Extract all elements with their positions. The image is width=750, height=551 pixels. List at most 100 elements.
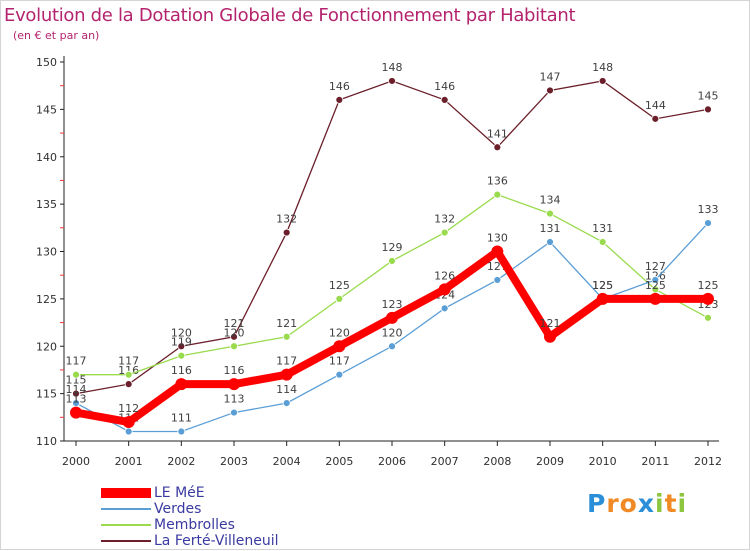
data-label: 145 [698,89,719,102]
data-point [177,427,186,436]
data-label: 119 [171,336,192,349]
y-tick-label: 115 [36,388,57,401]
data-point [177,342,186,351]
data-label: 120 [329,326,350,339]
legend-label-verdes: Verdes [154,501,202,517]
data-point [388,257,396,265]
data-label: 117 [118,355,139,368]
data-point [230,408,238,417]
data-label: 125 [645,279,666,292]
data-label: 136 [487,175,508,188]
data-point [598,77,607,85]
legend-item-membrolles: Membrolles [101,517,279,533]
data-label: 131 [592,222,613,235]
data-label: 113 [66,393,87,406]
x-tick-label: 2011 [641,455,669,468]
x-tick-label: 2010 [589,455,617,468]
data-label: 117 [276,355,297,368]
data-point [386,311,398,324]
data-point [124,380,133,389]
data-label: 112 [118,402,139,415]
logo-letter: o [619,489,638,518]
data-point [493,190,502,199]
data-label: 125 [698,279,719,292]
data-point [175,378,188,391]
data-point [493,276,502,284]
logo-letter: P [587,489,607,518]
data-label: 125 [592,279,613,292]
data-point [70,406,82,419]
data-label: 111 [171,412,192,425]
series-membrolles: 117117119120121125129132136134131126123 [66,175,719,379]
data-point [282,332,291,341]
data-point [333,340,346,353]
data-point [702,292,714,305]
data-point [704,313,712,322]
x-tick-label: 2005 [325,455,353,468]
data-point [546,238,554,246]
data-point [596,292,609,305]
data-point [651,114,660,123]
y-tick-label: 140 [36,151,57,164]
legend-item-le-mee: LE MéE [101,485,279,501]
proxiti-logo: Proxiti [587,489,687,518]
data-point [546,209,554,218]
data-label: 130 [487,232,508,245]
chart-title: Evolution de la Dotation Globale de Fonc… [4,5,576,26]
data-label: 148 [382,61,403,74]
data-point [335,96,344,104]
data-label: 121 [224,317,245,330]
data-label: 116 [118,364,139,377]
chart-subtitle: (en € et par an) [13,29,100,42]
data-label: 117 [66,355,87,368]
legend-swatch-le-mee [101,488,151,498]
data-label: 125 [329,279,350,292]
data-label: 129 [382,241,403,254]
logo-letter: r [606,489,620,518]
legend-swatch-verdes [101,508,151,510]
data-label: 132 [434,213,455,226]
data-label: 147 [540,70,561,83]
x-tick-label: 2000 [62,455,90,468]
data-point [230,342,238,351]
data-label: 115 [66,374,87,387]
y-tick-label: 125 [36,293,57,306]
logo-letter: x [637,489,655,518]
legend-label-le-mee: LE MéE [154,485,205,501]
data-point [704,219,712,227]
data-label: 144 [645,99,666,112]
data-point [124,427,133,436]
y-tick-label: 110 [36,435,57,448]
legend-swatch-membrolles [101,524,151,526]
logo-letter: i [655,489,665,518]
data-point [388,77,396,85]
data-point [122,416,135,429]
x-tick-label: 2006 [378,455,406,468]
legend-swatch-la-ferte-villeneuil [101,540,151,542]
data-label: 120 [171,326,192,339]
data-point [72,370,80,379]
x-tick-label: 2007 [431,455,459,468]
data-label: 113 [224,393,245,406]
data-point [388,342,396,351]
data-point [649,292,662,305]
x-tick-label: 2009 [536,455,564,468]
data-point [546,86,554,95]
data-label: 141 [487,127,508,140]
data-label: 121 [540,317,561,330]
data-point [598,238,607,246]
data-label: 148 [592,61,613,74]
data-point [228,378,240,391]
x-tick-label: 2003 [220,455,248,468]
data-label: 120 [224,326,245,339]
data-point [177,351,186,360]
data-label: 131 [540,222,561,235]
data-label: 114 [276,383,297,396]
data-point [651,276,660,284]
data-point [230,332,238,341]
data-point [124,370,133,379]
legend-item-la-ferte-villeneuil: La Ferté-Villeneuil [101,533,279,549]
data-point [544,330,556,343]
data-point [282,228,291,237]
data-point [440,304,449,313]
